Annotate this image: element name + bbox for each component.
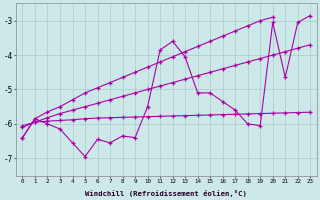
X-axis label: Windchill (Refroidissement éolien,°C): Windchill (Refroidissement éolien,°C) bbox=[85, 190, 247, 197]
